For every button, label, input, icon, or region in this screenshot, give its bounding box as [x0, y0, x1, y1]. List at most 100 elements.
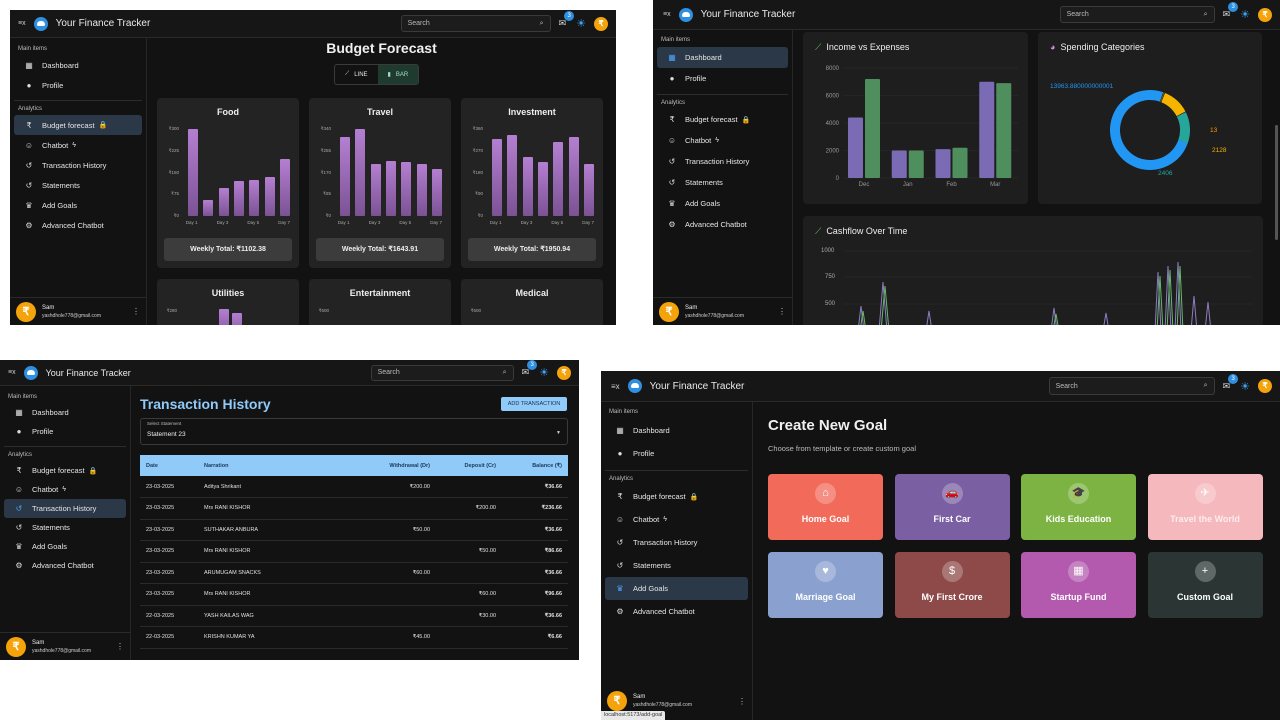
goal-tile-my-first-crore[interactable]: $ My First Crore	[895, 552, 1010, 618]
menu-toggle-icon[interactable]: ≡x	[663, 11, 671, 18]
forecast-bar[interactable]	[417, 164, 427, 216]
forecast-bar[interactable]	[507, 135, 517, 216]
forecast-bar[interactable]	[432, 169, 442, 216]
sidebar-item-transaction-history[interactable]: ↺ Transaction History	[14, 155, 142, 175]
user-avatar[interactable]: ₹	[6, 637, 26, 657]
menu-toggle-icon[interactable]: ≡x	[8, 369, 16, 376]
sidebar-item-advanced-chatbot[interactable]: ⚙ Advanced Chatbot	[14, 215, 142, 235]
toggle-bar-button[interactable]: ▮ BAR	[378, 65, 419, 84]
sidebar-item-budget-forecast[interactable]: ₹ Budget forecast 🔒	[14, 115, 142, 135]
income-bar[interactable]	[865, 79, 880, 178]
sidebar-item-dashboard[interactable]: ▦ Dashboard	[605, 419, 748, 442]
table-row[interactable]: 23-03-2025 Mrs RANI KISHOR ₹60.00 ₹96.66	[140, 584, 568, 606]
theme-toggle-icon[interactable]: ☀	[576, 17, 586, 30]
more-options-icon[interactable]: ⋮	[116, 642, 124, 651]
more-options-icon[interactable]: ⋮	[778, 307, 786, 316]
table-row[interactable]: 23-03-2025 Mrs RANI KISHOR ₹200.00 ₹236.66	[140, 498, 568, 520]
sidebar-item-advanced-chatbot[interactable]: ⚙ Advanced Chatbot	[657, 214, 788, 235]
sidebar-item-dashboard[interactable]: ▦ Dashboard	[4, 403, 126, 422]
menu-toggle-icon[interactable]: ≡x	[18, 20, 26, 27]
sidebar-item-profile[interactable]: ● Profile	[14, 75, 142, 95]
goal-tile-travel-the-world[interactable]: ✈ Travel the World	[1148, 474, 1263, 540]
goal-tile-first-car[interactable]: 🚗 First Car	[895, 474, 1010, 540]
theme-toggle-icon[interactable]: ☀	[1240, 8, 1250, 21]
donut-slice[interactable]	[1177, 112, 1190, 143]
chevron-down-icon[interactable]: ▼	[556, 430, 561, 436]
table-row[interactable]: 23-03-2025 ARUMUGAM SNACKS ₹60.00 ₹36.66	[140, 562, 568, 584]
theme-toggle-icon[interactable]: ☀	[539, 366, 549, 379]
col-balance[interactable]: Balance (₹)	[502, 455, 568, 476]
forecast-bar[interactable]	[371, 164, 381, 216]
search-input[interactable]: Search ⌕	[1060, 6, 1215, 23]
sidebar-item-advanced-chatbot[interactable]: ⚙ Advanced Chatbot	[4, 556, 126, 575]
search-icon[interactable]: ⌕	[1204, 11, 1208, 19]
goal-tile-home-goal[interactable]: ⌂ Home Goal	[768, 474, 883, 540]
income-bar[interactable]	[953, 148, 968, 178]
toggle-line-button[interactable]: ⟋ LINE	[335, 65, 378, 84]
mail-icon[interactable]: ✉ 3	[522, 367, 530, 378]
goal-tile-kids-education[interactable]: 🎓 Kids Education	[1021, 474, 1136, 540]
menu-toggle-icon[interactable]: ≡x	[611, 382, 620, 391]
sidebar-item-add-goals[interactable]: ♛ Add Goals	[4, 537, 126, 556]
sidebar-item-chatbot[interactable]: ☺ Chatbot ϟ	[657, 130, 788, 151]
chart-type-toggle[interactable]: ⟋ LINE ▮ BAR	[334, 64, 419, 85]
sidebar-item-chatbot[interactable]: ☺ Chatbot ϟ	[4, 480, 126, 499]
table-row[interactable]: 22-03-2025 KRISHN KUMAR YA ₹45.00 ₹6.66	[140, 627, 568, 649]
col-withdrawal[interactable]: Withdrawal (Dr)	[366, 455, 436, 476]
user-avatar[interactable]: ₹	[659, 302, 679, 322]
income-bar[interactable]	[909, 151, 924, 179]
goal-tile-custom-goal[interactable]: + Custom Goal	[1148, 552, 1263, 618]
sidebar-item-dashboard[interactable]: ▦ Dashboard	[14, 55, 142, 75]
more-options-icon[interactable]: ⋮	[738, 697, 746, 706]
goal-tile-marriage-goal[interactable]: ♥ Marriage Goal	[768, 552, 883, 618]
search-input[interactable]: Search ⌕	[401, 15, 551, 32]
sidebar-item-budget-forecast[interactable]: ₹ Budget forecast 🔒	[657, 109, 788, 130]
forecast-bar[interactable]	[265, 177, 275, 216]
sidebar-item-statements[interactable]: ↺ Statements	[605, 554, 748, 577]
table-row[interactable]: 23-03-2025 Mrs RANI KISHOR ₹50.00 ₹86.66	[140, 541, 568, 563]
sidebar-item-statements[interactable]: ↺ Statements	[657, 172, 788, 193]
sidebar-item-profile[interactable]: ● Profile	[4, 422, 126, 441]
more-options-icon[interactable]: ⋮	[132, 307, 140, 316]
sidebar-item-add-goals[interactable]: ♛ Add Goals	[14, 195, 142, 215]
donut-slice[interactable]	[1161, 93, 1185, 116]
forecast-bar[interactable]	[584, 164, 594, 216]
sidebar-item-statements[interactable]: ↺ Statements	[14, 175, 142, 195]
table-row[interactable]: 22-03-2025 YASH KAILAS WAG ₹30.00 ₹36.66	[140, 605, 568, 627]
sidebar-item-dashboard[interactable]: ▦ Dashboard	[657, 47, 788, 68]
avatar[interactable]: ₹	[557, 366, 571, 380]
forecast-bar[interactable]	[203, 200, 213, 216]
forecast-bar[interactable]	[355, 129, 365, 216]
income-bar[interactable]	[979, 82, 994, 178]
forecast-bar[interactable]	[219, 188, 229, 216]
forecast-bar[interactable]	[523, 157, 533, 216]
statement-select[interactable]: Select Statement Statement 23 ▼	[140, 418, 568, 445]
forecast-bar[interactable]	[492, 139, 502, 216]
sidebar-item-profile[interactable]: ● Profile	[605, 442, 748, 465]
mail-icon[interactable]: ✉ 3	[559, 18, 567, 29]
forecast-bar[interactable]	[234, 181, 244, 216]
forecast-bar[interactable]	[249, 180, 259, 216]
sidebar-item-transaction-history[interactable]: ↺ Transaction History	[4, 499, 126, 518]
sidebar-item-budget-forecast[interactable]: ₹ Budget forecast 🔒	[4, 461, 126, 480]
forecast-bar[interactable]	[569, 137, 579, 216]
search-input[interactable]: Search ⌕	[371, 365, 514, 381]
avatar[interactable]: ₹	[1258, 8, 1272, 22]
theme-toggle-icon[interactable]: ☀	[1240, 380, 1250, 393]
sidebar-item-budget-forecast[interactable]: ₹ Budget forecast 🔒	[605, 485, 748, 508]
sidebar-item-add-goals[interactable]: ♛ Add Goals	[657, 193, 788, 214]
mail-icon[interactable]: ✉ 3	[1223, 9, 1231, 20]
forecast-bar[interactable]	[232, 313, 242, 325]
search-icon[interactable]: ⌕	[540, 20, 544, 28]
forecast-bar[interactable]	[538, 162, 548, 216]
search-icon[interactable]: ⌕	[1204, 382, 1208, 390]
forecast-bar[interactable]	[401, 162, 411, 216]
col-deposit[interactable]: Deposit (Cr)	[436, 455, 502, 476]
col-date[interactable]: Date	[140, 455, 198, 476]
sidebar-item-transaction-history[interactable]: ↺ Transaction History	[657, 151, 788, 172]
col-narration[interactable]: Narration	[198, 455, 366, 476]
forecast-bar[interactable]	[280, 159, 290, 216]
user-avatar[interactable]: ₹	[607, 691, 627, 711]
sidebar-item-chatbot[interactable]: ☺ Chatbot ϟ	[14, 135, 142, 155]
table-row[interactable]: 23-03-2025 Aditya Shrikant ₹200.00 ₹36.66	[140, 476, 568, 498]
